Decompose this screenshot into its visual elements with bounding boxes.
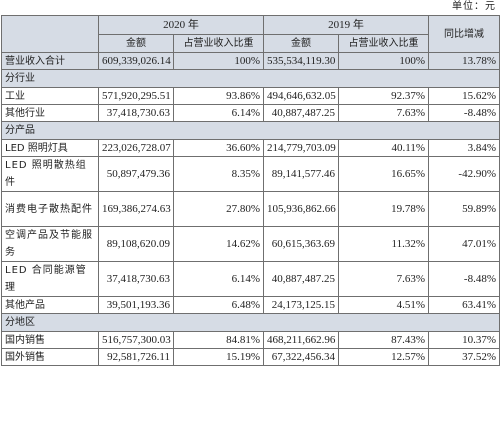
- table-row: 空调产品及节能服务 89,108,620.09 14.62% 60,615,36…: [1, 226, 500, 262]
- unit-label: 单位：元: [452, 1, 496, 12]
- amount-2019: 40,887,487.25: [263, 261, 339, 297]
- table-row: 工业 571,920,295.51 93.86% 494,646,632.05 …: [1, 87, 500, 105]
- amount-2020: 609,339,026.14: [98, 52, 174, 70]
- row-label: 消费电子散热配件: [1, 191, 99, 227]
- amount-2019: 89,141,577.46: [263, 156, 339, 192]
- share-2019: 12.57%: [338, 348, 429, 366]
- table-row: LED 照明灯具 223,026,728.07 36.60% 214,779,7…: [1, 139, 500, 157]
- share-2020: 93.86%: [173, 87, 264, 105]
- amount-2020: 516,757,300.03: [98, 331, 174, 349]
- amount-2019: 60,615,363.69: [263, 226, 339, 262]
- header-share-2019: 占营业收入比重: [338, 34, 429, 53]
- amount-2020: 571,920,295.51: [98, 87, 174, 105]
- total-row: 营业收入合计 609,339,026.14 100% 535,534,119.3…: [1, 52, 500, 70]
- header-year-2019: 2019 年: [263, 15, 429, 35]
- header-year-2020: 2020 年: [98, 15, 264, 35]
- row-label: LED 照明灯具: [1, 139, 99, 157]
- amount-2020: 39,501,193.36: [98, 296, 174, 314]
- amount-2019: 535,534,119.30: [263, 52, 339, 70]
- share-2020: 6.14%: [173, 261, 264, 297]
- row-label: 其他产品: [1, 296, 99, 314]
- share-2019: 19.78%: [338, 191, 429, 227]
- amount-2020: 223,026,728.07: [98, 139, 174, 157]
- section-row-industry: 分行业: [1, 69, 500, 88]
- yoy-change: 10.37%: [428, 331, 500, 349]
- share-2020: 6.48%: [173, 296, 264, 314]
- table-row: LED 照明散热组件 50,897,479.36 8.35% 89,141,57…: [1, 156, 500, 192]
- amount-2019: 214,779,703.09: [263, 139, 339, 157]
- section-title: 分产品: [1, 121, 500, 140]
- share-2019: 4.51%: [338, 296, 429, 314]
- header-share-2020: 占营业收入比重: [173, 34, 264, 53]
- amount-2020: 37,418,730.63: [98, 261, 174, 297]
- table-row: 消费电子散热配件 169,386,274.63 27.80% 105,936,8…: [1, 191, 500, 227]
- header-yoy: 同比增减: [428, 15, 500, 53]
- amount-2019: 494,646,632.05: [263, 87, 339, 105]
- share-2019: 16.65%: [338, 156, 429, 192]
- share-2020: 36.60%: [173, 139, 264, 157]
- amount-2020: 50,897,479.36: [98, 156, 174, 192]
- amount-2020: 37,418,730.63: [98, 104, 174, 122]
- row-label: 空调产品及节能服务: [1, 226, 99, 262]
- yoy-change: 3.84%: [428, 139, 500, 157]
- revenue-composition-table: 2020 年 2019 年 同比增减 金额 占营业收入比重 金额 占营业收入比重…: [1, 15, 500, 366]
- share-2020: 6.14%: [173, 104, 264, 122]
- share-2019: 40.11%: [338, 139, 429, 157]
- table-row: LED 合同能源管理 37,418,730.63 6.14% 40,887,48…: [1, 261, 500, 297]
- amount-2019: 40,887,487.25: [263, 104, 339, 122]
- share-2019: 92.37%: [338, 87, 429, 105]
- share-2019: 7.63%: [338, 104, 429, 122]
- row-label: 营业收入合计: [1, 52, 99, 70]
- section-title: 分地区: [1, 313, 500, 332]
- header-row-years: 2020 年 2019 年 同比增减: [1, 15, 500, 53]
- section-title: 分行业: [1, 69, 500, 88]
- share-2019: 100%: [338, 52, 429, 70]
- share-2020: 100%: [173, 52, 264, 70]
- table-row: 国内销售 516,757,300.03 84.81% 468,211,662.9…: [1, 331, 500, 349]
- yoy-change: 13.78%: [428, 52, 500, 70]
- yoy-change: 37.52%: [428, 348, 500, 366]
- table-row: 其他产品 39,501,193.36 6.48% 24,173,125.15 4…: [1, 296, 500, 314]
- share-2020: 84.81%: [173, 331, 264, 349]
- table-row: 其他行业 37,418,730.63 6.14% 40,887,487.25 7…: [1, 104, 500, 122]
- row-label: 国内销售: [1, 331, 99, 349]
- header-corner: [1, 15, 99, 53]
- share-2019: 11.32%: [338, 226, 429, 262]
- share-2019: 7.63%: [338, 261, 429, 297]
- amount-2019: 468,211,662.96: [263, 331, 339, 349]
- row-label: 工业: [1, 87, 99, 105]
- share-2020: 8.35%: [173, 156, 264, 192]
- row-label: LED 照明散热组件: [1, 156, 99, 192]
- yoy-change: 47.01%: [428, 226, 500, 262]
- section-row-region: 分地区: [1, 313, 500, 332]
- amount-2019: 24,173,125.15: [263, 296, 339, 314]
- yoy-change: 15.62%: [428, 87, 500, 105]
- amount-2019: 67,322,456.34: [263, 348, 339, 366]
- row-label: LED 合同能源管理: [1, 261, 99, 297]
- section-row-product: 分产品: [1, 121, 500, 140]
- amount-2020: 169,386,274.63: [98, 191, 174, 227]
- table-row: 国外销售 92,581,726.11 15.19% 67,322,456.34 …: [1, 348, 500, 366]
- amount-2020: 92,581,726.11: [98, 348, 174, 366]
- amount-2019: 105,936,862.66: [263, 191, 339, 227]
- amount-2020: 89,108,620.09: [98, 226, 174, 262]
- yoy-change: 63.41%: [428, 296, 500, 314]
- yoy-change: 59.89%: [428, 191, 500, 227]
- share-2019: 87.43%: [338, 331, 429, 349]
- yoy-change: -8.48%: [428, 261, 500, 297]
- share-2020: 27.80%: [173, 191, 264, 227]
- share-2020: 14.62%: [173, 226, 264, 262]
- yoy-change: -8.48%: [428, 104, 500, 122]
- share-2020: 15.19%: [173, 348, 264, 366]
- header-amount-2020: 金额: [98, 34, 174, 53]
- row-label: 其他行业: [1, 104, 99, 122]
- row-label: 国外销售: [1, 348, 99, 366]
- header-amount-2019: 金额: [263, 34, 339, 53]
- yoy-change: -42.90%: [428, 156, 500, 192]
